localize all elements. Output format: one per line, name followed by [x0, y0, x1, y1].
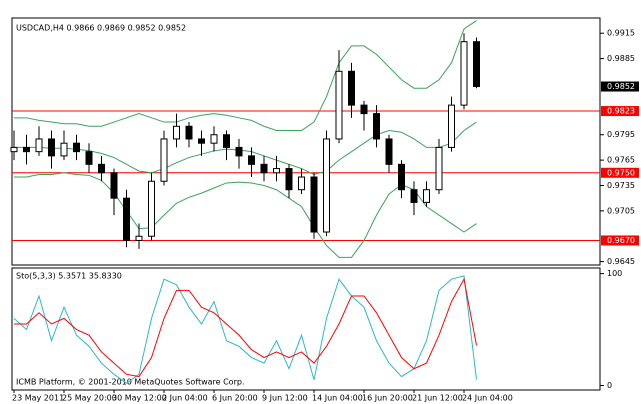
x-tick-label: 25 May 20:00 — [62, 394, 117, 403]
candle-body — [373, 113, 380, 140]
y-tick-label: 0.9885 — [607, 54, 635, 63]
candle-body — [60, 142, 68, 157]
candle-body — [298, 176, 305, 191]
stochastic-line — [13, 275, 477, 384]
candle-body — [23, 146, 30, 153]
oscillator-tick-label: 100 — [607, 269, 622, 278]
x-tick-label: 21 Jun 12:00 — [412, 394, 463, 403]
current-price-box — [601, 81, 639, 92]
candle-body — [285, 168, 293, 191]
oscillator-title: Sto(5,3,3) 5.3571 35.8330 — [16, 272, 122, 281]
y-tick-label: 0.9765 — [607, 156, 635, 165]
current-price-label: 0.9852 — [607, 82, 635, 91]
candle-body — [348, 70, 355, 106]
price-label: 0.9670 — [607, 236, 635, 245]
y-tick-label: 0.9645 — [607, 257, 635, 266]
candle-body — [273, 168, 280, 174]
candle-body — [173, 125, 180, 140]
y-tick-label: 0.9735 — [607, 181, 635, 190]
candle-body — [260, 163, 268, 174]
candle-body — [85, 151, 93, 165]
candle-body — [323, 138, 330, 233]
candle-body — [460, 41, 468, 106]
candle-body — [248, 155, 255, 165]
candle-body — [235, 146, 243, 157]
y-tick-label: 0.9795 — [607, 130, 635, 139]
candle-body — [335, 70, 343, 140]
x-tick-label: 2 Jun 04:00 — [162, 394, 208, 403]
candle-body — [10, 146, 18, 153]
candle-body — [135, 235, 143, 241]
candle-body — [210, 134, 218, 144]
x-tick-label: 6 Jun 20:00 — [212, 394, 258, 403]
candle-body — [48, 138, 55, 157]
candle-body — [110, 172, 118, 199]
main-frame — [11, 17, 601, 266]
chart-title: USDCAD,H4 0.9866 0.9869 0.9852 0.9852 — [16, 24, 186, 33]
footer: ICMB Platform, © 2001-2010 MetaQuotes So… — [16, 378, 245, 387]
price-label-box — [601, 167, 639, 178]
x-tick-label: 24 Jun 04:00 — [462, 394, 513, 403]
x-tick-label: 16 Jun 20:00 — [362, 394, 413, 403]
candle-body — [185, 125, 193, 140]
price-label: 0.9750 — [607, 168, 635, 177]
price-label: 0.9823 — [607, 107, 635, 116]
candle-body — [148, 180, 155, 237]
candle-body — [73, 142, 80, 153]
candle-body — [385, 138, 393, 165]
candle-body — [123, 197, 130, 241]
candle-body — [360, 104, 368, 115]
candle-body — [98, 163, 105, 174]
candle-body — [198, 138, 205, 144]
candle-body — [423, 189, 430, 203]
candle-body — [448, 104, 455, 148]
bollinger-band — [14, 20, 477, 132]
price-label-box — [601, 235, 639, 246]
candle-body — [398, 163, 405, 191]
x-tick-label: 23 May 2011 — [12, 394, 64, 403]
stochastic-line — [14, 277, 477, 378]
y-tick-label: 0.9915 — [607, 29, 635, 38]
oscillator-tick-label: 0 — [607, 381, 612, 390]
candle-body — [473, 41, 480, 88]
candle-body — [310, 176, 318, 233]
candle-body — [160, 138, 168, 182]
x-tick-label: 30 May 12:00 — [112, 394, 167, 403]
y-tick-label: 0.9705 — [607, 206, 635, 215]
oscillator-frame — [11, 267, 601, 391]
candle-body — [223, 134, 230, 148]
candle-body — [410, 189, 418, 203]
candle-body — [35, 138, 43, 153]
x-tick-label: 14 Jun 04:00 — [312, 394, 363, 403]
price-label-box — [601, 106, 639, 117]
candle-body — [435, 146, 443, 191]
x-tick-label: 9 Jun 12:00 — [262, 394, 308, 403]
